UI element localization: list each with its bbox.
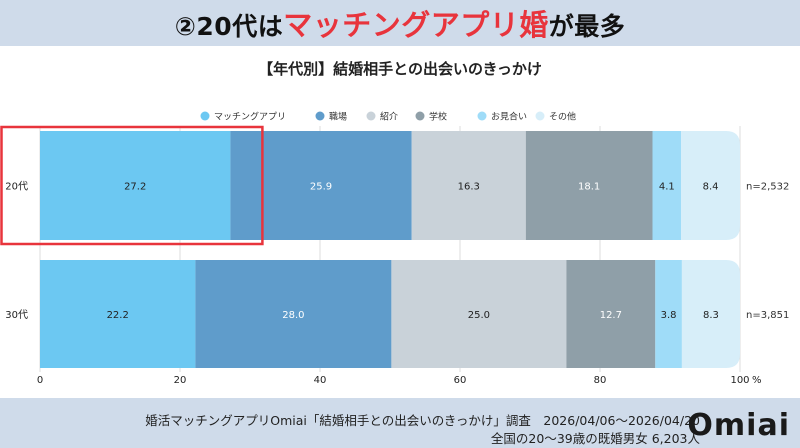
- legend-label: その他: [549, 111, 576, 123]
- legend-label: 紹介: [380, 111, 398, 123]
- x-unit-label: %: [752, 375, 762, 386]
- x-tick-label: 40: [314, 375, 327, 386]
- highlight-frame: [0, 125, 264, 246]
- legend-swatch: [535, 111, 545, 121]
- data-label: 25.9: [310, 182, 332, 193]
- legend-label: 学校: [429, 111, 447, 123]
- header-band: ②20代はマッチングアプリ婚が最多: [0, 0, 800, 46]
- data-label: 27.2: [124, 182, 146, 193]
- x-tick-label: 20: [174, 375, 187, 386]
- bar-segment: [40, 131, 231, 240]
- x-tick-label: 0: [37, 375, 43, 386]
- omiai-logo: Omiai: [687, 408, 790, 443]
- data-label: 3.8: [661, 310, 677, 321]
- title-part2: が最多: [548, 12, 626, 41]
- x-tick-label: 80: [594, 375, 607, 386]
- legend-label: マッチングアプリ: [214, 111, 286, 123]
- data-label: 25.0: [468, 310, 490, 321]
- bar-segment: [195, 260, 392, 368]
- category-label: 20代: [5, 181, 28, 193]
- legend-swatch: [477, 111, 487, 121]
- x-tick-label: 100: [730, 375, 749, 386]
- legend-swatch: [415, 111, 425, 121]
- x-tick-label: 60: [454, 375, 467, 386]
- data-label: 22.2: [107, 310, 129, 321]
- title-accent: マッチングアプリ婚: [283, 8, 549, 42]
- bar-segment: [681, 131, 740, 240]
- source-line-1: 婚活マッチングアプリOmiai「結婚相手との出会いのきっかけ」調査 2026/0…: [145, 413, 700, 428]
- legend-swatch: [200, 111, 210, 121]
- source-line-2: 全国の20〜39歳の既婚男女 6,203人: [490, 431, 700, 446]
- data-label: 18.1: [578, 182, 600, 193]
- data-label: 28.0: [282, 310, 304, 321]
- sample-size-label: n=3,851: [746, 310, 789, 321]
- data-label: 8.3: [703, 310, 719, 321]
- legend-swatch: [366, 111, 376, 121]
- bar-segment: [566, 260, 656, 368]
- data-label: 4.1: [659, 182, 675, 193]
- sample-size-label: n=2,532: [746, 182, 789, 193]
- legend-label: お見合い: [491, 111, 527, 123]
- data-label: 16.3: [458, 182, 480, 193]
- bar-segment: [655, 260, 682, 368]
- legend-swatch: [315, 111, 325, 121]
- bar-segment: [40, 260, 196, 368]
- bar-segment: [652, 131, 682, 240]
- data-label: 12.7: [600, 310, 622, 321]
- title-part1: ②20代は: [174, 12, 284, 41]
- bar-segment: [681, 260, 740, 368]
- bar-segment: [391, 260, 567, 368]
- bar-segment: [230, 131, 412, 240]
- data-label: 8.4: [703, 182, 719, 193]
- page-title: ②20代はマッチングアプリ婚が最多: [175, 2, 626, 44]
- chart-title: 【年代別】結婚相手との出会いのきっかけ: [258, 60, 542, 78]
- bar-segment: [411, 131, 526, 240]
- footer-band: [0, 398, 800, 448]
- legend-label: 職場: [329, 111, 347, 123]
- category-label: 30代: [5, 309, 28, 321]
- bar-segment: [525, 131, 653, 240]
